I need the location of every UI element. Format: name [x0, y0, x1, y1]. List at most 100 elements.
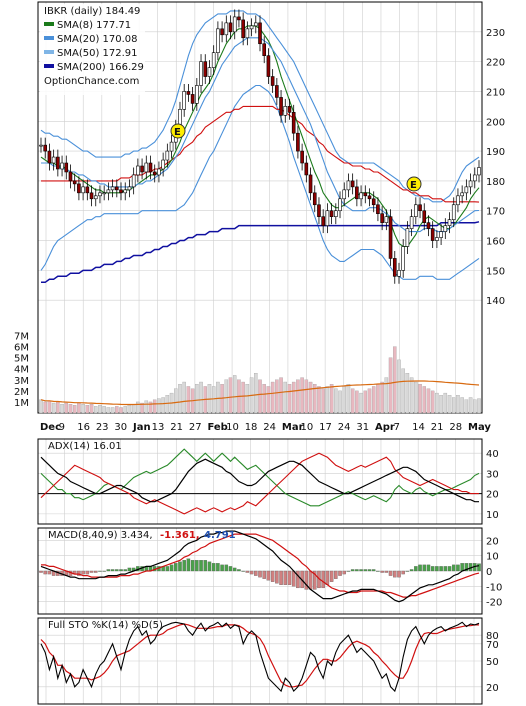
volume-bar — [254, 373, 258, 414]
x-tick-label: 28 — [449, 422, 462, 433]
price-ylabel: 160 — [486, 237, 505, 248]
candle-body — [422, 210, 427, 223]
candle-body — [119, 189, 123, 194]
macd-histogram-bar — [460, 563, 464, 572]
sma200-line — [41, 221, 480, 284]
x-tick-label: 24 — [338, 422, 351, 433]
price-ylabel: 150 — [486, 266, 505, 277]
volume-bar — [329, 384, 334, 414]
macd-histogram-bar — [393, 570, 397, 578]
candle-body — [409, 216, 414, 229]
volume-ylabel: 7M — [14, 332, 29, 343]
candle-body — [98, 192, 102, 197]
candle-body — [81, 186, 85, 194]
candle-body — [300, 150, 304, 164]
candle-body — [115, 186, 119, 191]
x-tick-label: 13 — [152, 422, 165, 433]
macd-histogram-bar — [279, 570, 283, 585]
volume-bar — [157, 398, 161, 414]
macd-histogram-bar — [296, 570, 300, 589]
macd-histogram-bar — [77, 570, 81, 576]
volume-bar — [401, 368, 405, 414]
macd-histogram-bar — [85, 570, 90, 575]
earnings-marker-1-label: E — [174, 127, 181, 138]
macd-panel: -20 -10 0 10 20 — [37, 527, 502, 615]
macd-histogram-bar — [338, 570, 342, 576]
macd-histogram-bar — [312, 570, 317, 590]
x-tick-label: Apr — [375, 422, 395, 433]
candle-body — [296, 132, 300, 152]
candle-body — [169, 141, 174, 152]
macd-histogram-bar — [477, 563, 481, 572]
candle-body — [152, 171, 157, 176]
adx-panel: 10 20 30 40 — [37, 438, 499, 525]
candle-body — [418, 204, 422, 212]
candle-body — [89, 192, 94, 200]
candle-body — [224, 22, 229, 36]
candle-body — [350, 180, 355, 188]
macd-title: MACD(8,40,9) 3.434, — [48, 530, 153, 541]
candle-body — [56, 156, 60, 170]
macd-histogram-bar — [435, 566, 439, 572]
volume-bar — [346, 384, 351, 414]
macd-histogram-bar — [254, 570, 258, 576]
macd-histogram-bar — [409, 569, 414, 572]
volume-bar — [363, 390, 368, 414]
candle-body — [190, 94, 195, 104]
earnings-marker-2-label: E — [410, 180, 417, 191]
candle-body — [203, 61, 208, 77]
candle-body — [359, 192, 363, 200]
volume-ylabel: 5M — [14, 354, 29, 365]
macd-frame — [37, 527, 483, 615]
candle-body — [443, 225, 448, 232]
candle-body — [468, 180, 473, 188]
volume-bar — [359, 392, 363, 414]
x-tick-label: Dec — [40, 422, 61, 433]
candle-body — [195, 85, 199, 104]
candle-body — [435, 237, 439, 241]
sto-ylabel: 80 — [486, 631, 499, 642]
macd-histogram-bar — [359, 569, 363, 572]
candle-body — [232, 16, 237, 33]
legend-swatch-sma8 — [44, 22, 54, 26]
macd-histogram-bar — [165, 566, 170, 572]
macd-histogram-bar — [174, 563, 178, 572]
candle-body — [51, 156, 56, 164]
candle-body — [384, 216, 389, 223]
macd-histogram-bar — [98, 570, 102, 572]
candle-body — [123, 189, 128, 194]
sto-ylabel: 70 — [486, 640, 499, 651]
candle-body — [363, 192, 368, 197]
candle-body — [376, 204, 380, 215]
macd-ylabel: -20 — [486, 598, 502, 609]
macd-ylabel: 0 — [486, 567, 492, 578]
macd-histogram-bar — [325, 570, 330, 585]
adx-title: ADX(14) 16.01 — [48, 441, 122, 452]
candle-body — [186, 91, 191, 95]
volume-bar — [325, 386, 330, 414]
legend-sma20: SMA(20) 170.08 — [57, 34, 138, 45]
volume-bar — [216, 381, 220, 414]
x-tick-label: 21 — [170, 422, 183, 433]
x-tick-label: 10 — [301, 422, 314, 433]
candle-body — [220, 28, 224, 36]
volume-bar — [64, 402, 69, 414]
volume-bar — [195, 384, 199, 414]
volume-bar — [287, 384, 292, 414]
macd-value-2: 4.791 — [204, 530, 236, 541]
volume-bar — [51, 402, 56, 414]
candle-body — [380, 213, 384, 223]
volume-bar — [468, 397, 473, 414]
candle-body — [136, 165, 140, 176]
candle-body — [317, 204, 321, 217]
sto-d-line — [40, 623, 479, 688]
volume-bar — [350, 388, 355, 414]
candle-body — [266, 55, 271, 77]
volume-bar — [317, 386, 321, 414]
volume-bar — [439, 395, 443, 414]
macd-histogram-bar — [456, 564, 460, 572]
price-ylabel: 230 — [486, 28, 505, 39]
candle-body — [275, 85, 279, 98]
x-tick-label: 27 — [189, 422, 202, 433]
macd-ylabel: 20 — [486, 536, 499, 547]
